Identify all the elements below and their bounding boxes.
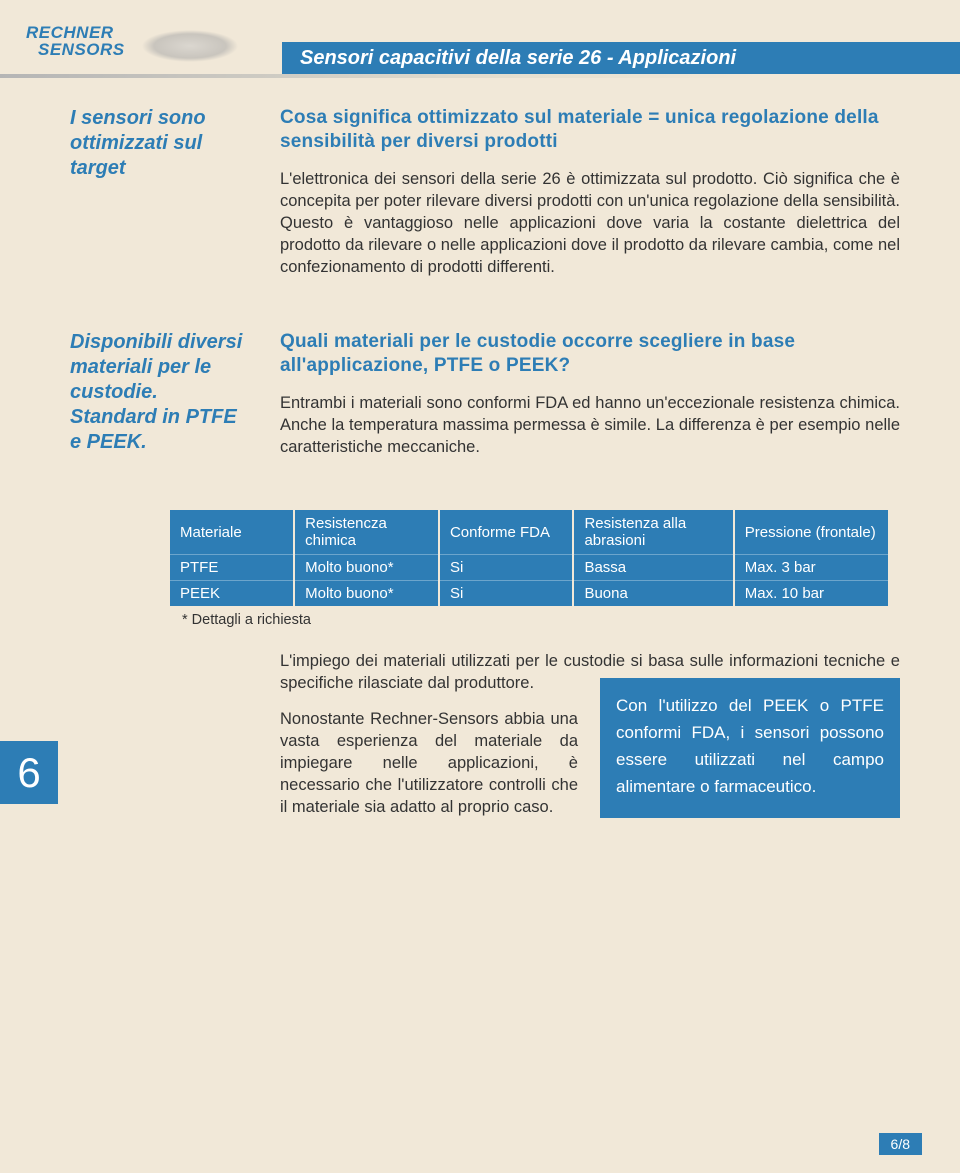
materials-table-wrap: Materiale Resistencza chimica Conforme F… xyxy=(170,510,890,628)
col-pressure: Pressione (frontale) xyxy=(734,510,889,555)
paragraph-1: L'elettronica dei sensori della serie 26… xyxy=(280,168,900,278)
body-col-2: Quali materiali per le custodie occorre … xyxy=(280,330,900,472)
table-footnote: * Dettagli a richiesta xyxy=(170,612,890,628)
page-indicator: 6/8 xyxy=(879,1133,922,1155)
sidenote-1: I sensori sono ottimizzati sul target xyxy=(70,106,280,292)
page-number-tab: 6 xyxy=(0,741,58,804)
heading-1: Cosa significa ottimizzato sul materiale… xyxy=(280,106,900,154)
content-area: I sensori sono ottimizzati sul target Co… xyxy=(70,106,900,818)
brand-logo: RECHNER SENSORS xyxy=(26,24,125,58)
header: RECHNER SENSORS Sensori capacitivi della… xyxy=(0,18,960,76)
section-2: Disponibili diversi materiali per le cus… xyxy=(70,330,900,472)
product-photo xyxy=(130,18,260,72)
table-row: PTFE Molto buono* Si Bassa Max. 3 bar xyxy=(170,555,889,581)
lower-left-para: Nonostante Rechner-Sensors abbia una vas… xyxy=(280,708,578,818)
body-col-1: Cosa significa ottimizzato sul materiale… xyxy=(280,106,900,292)
heading-2: Quali materiali per le custodie occorre … xyxy=(280,330,900,378)
sidenote-2: Disponibili diversi materiali per le cus… xyxy=(70,330,280,472)
lower-left-col: Nonostante Rechner-Sensors abbia una vas… xyxy=(280,678,578,818)
page-title: Sensori capacitivi della serie 26 - Appl… xyxy=(282,42,960,74)
col-fda: Conforme FDA xyxy=(439,510,573,555)
callout-box: Con l'utilizzo del PEEK o PTFE conformi … xyxy=(600,678,900,818)
cell: Molto buono* xyxy=(294,581,439,607)
paragraph-2: Entrambi i materiali sono conformi FDA e… xyxy=(280,392,900,458)
table-header-row: Materiale Resistencza chimica Conforme F… xyxy=(170,510,889,555)
cell: Max. 10 bar xyxy=(734,581,889,607)
cell: Si xyxy=(439,555,573,581)
col-chem: Resistencza chimica xyxy=(294,510,439,555)
cell: PEEK xyxy=(170,581,294,607)
table-row: PEEK Molto buono* Si Buona Max. 10 bar xyxy=(170,581,889,607)
section-1: I sensori sono ottimizzati sul target Co… xyxy=(70,106,900,292)
brand-line1: RECHNER xyxy=(26,24,125,41)
materials-table: Materiale Resistencza chimica Conforme F… xyxy=(170,510,890,606)
header-divider xyxy=(0,74,960,78)
col-abrasion: Resistenza alla abrasioni xyxy=(573,510,733,555)
cell: Si xyxy=(439,581,573,607)
cell: Max. 3 bar xyxy=(734,555,889,581)
lower-section: L'impiego dei materiali utilizzati per l… xyxy=(280,650,900,818)
cell: PTFE xyxy=(170,555,294,581)
cell: Bassa xyxy=(573,555,733,581)
lower-columns: Nonostante Rechner-Sensors abbia una vas… xyxy=(280,678,900,818)
cell: Buona xyxy=(573,581,733,607)
brand-line2: SENSORS xyxy=(26,41,125,58)
cell: Molto buono* xyxy=(294,555,439,581)
col-material: Materiale xyxy=(170,510,294,555)
